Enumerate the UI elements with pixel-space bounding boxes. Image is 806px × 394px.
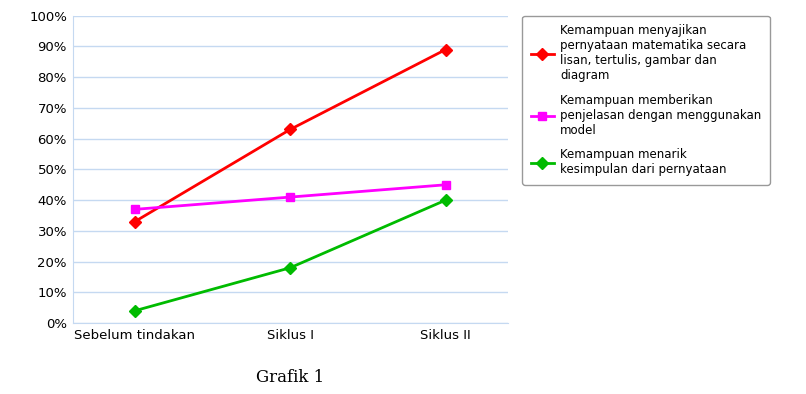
Text: Grafik 1: Grafik 1 bbox=[256, 369, 324, 386]
Legend: Kemampuan menyajikan
pernyataan matematika secara
lisan, tertulis, gambar dan
di: Kemampuan menyajikan pernyataan matemati… bbox=[522, 15, 770, 185]
